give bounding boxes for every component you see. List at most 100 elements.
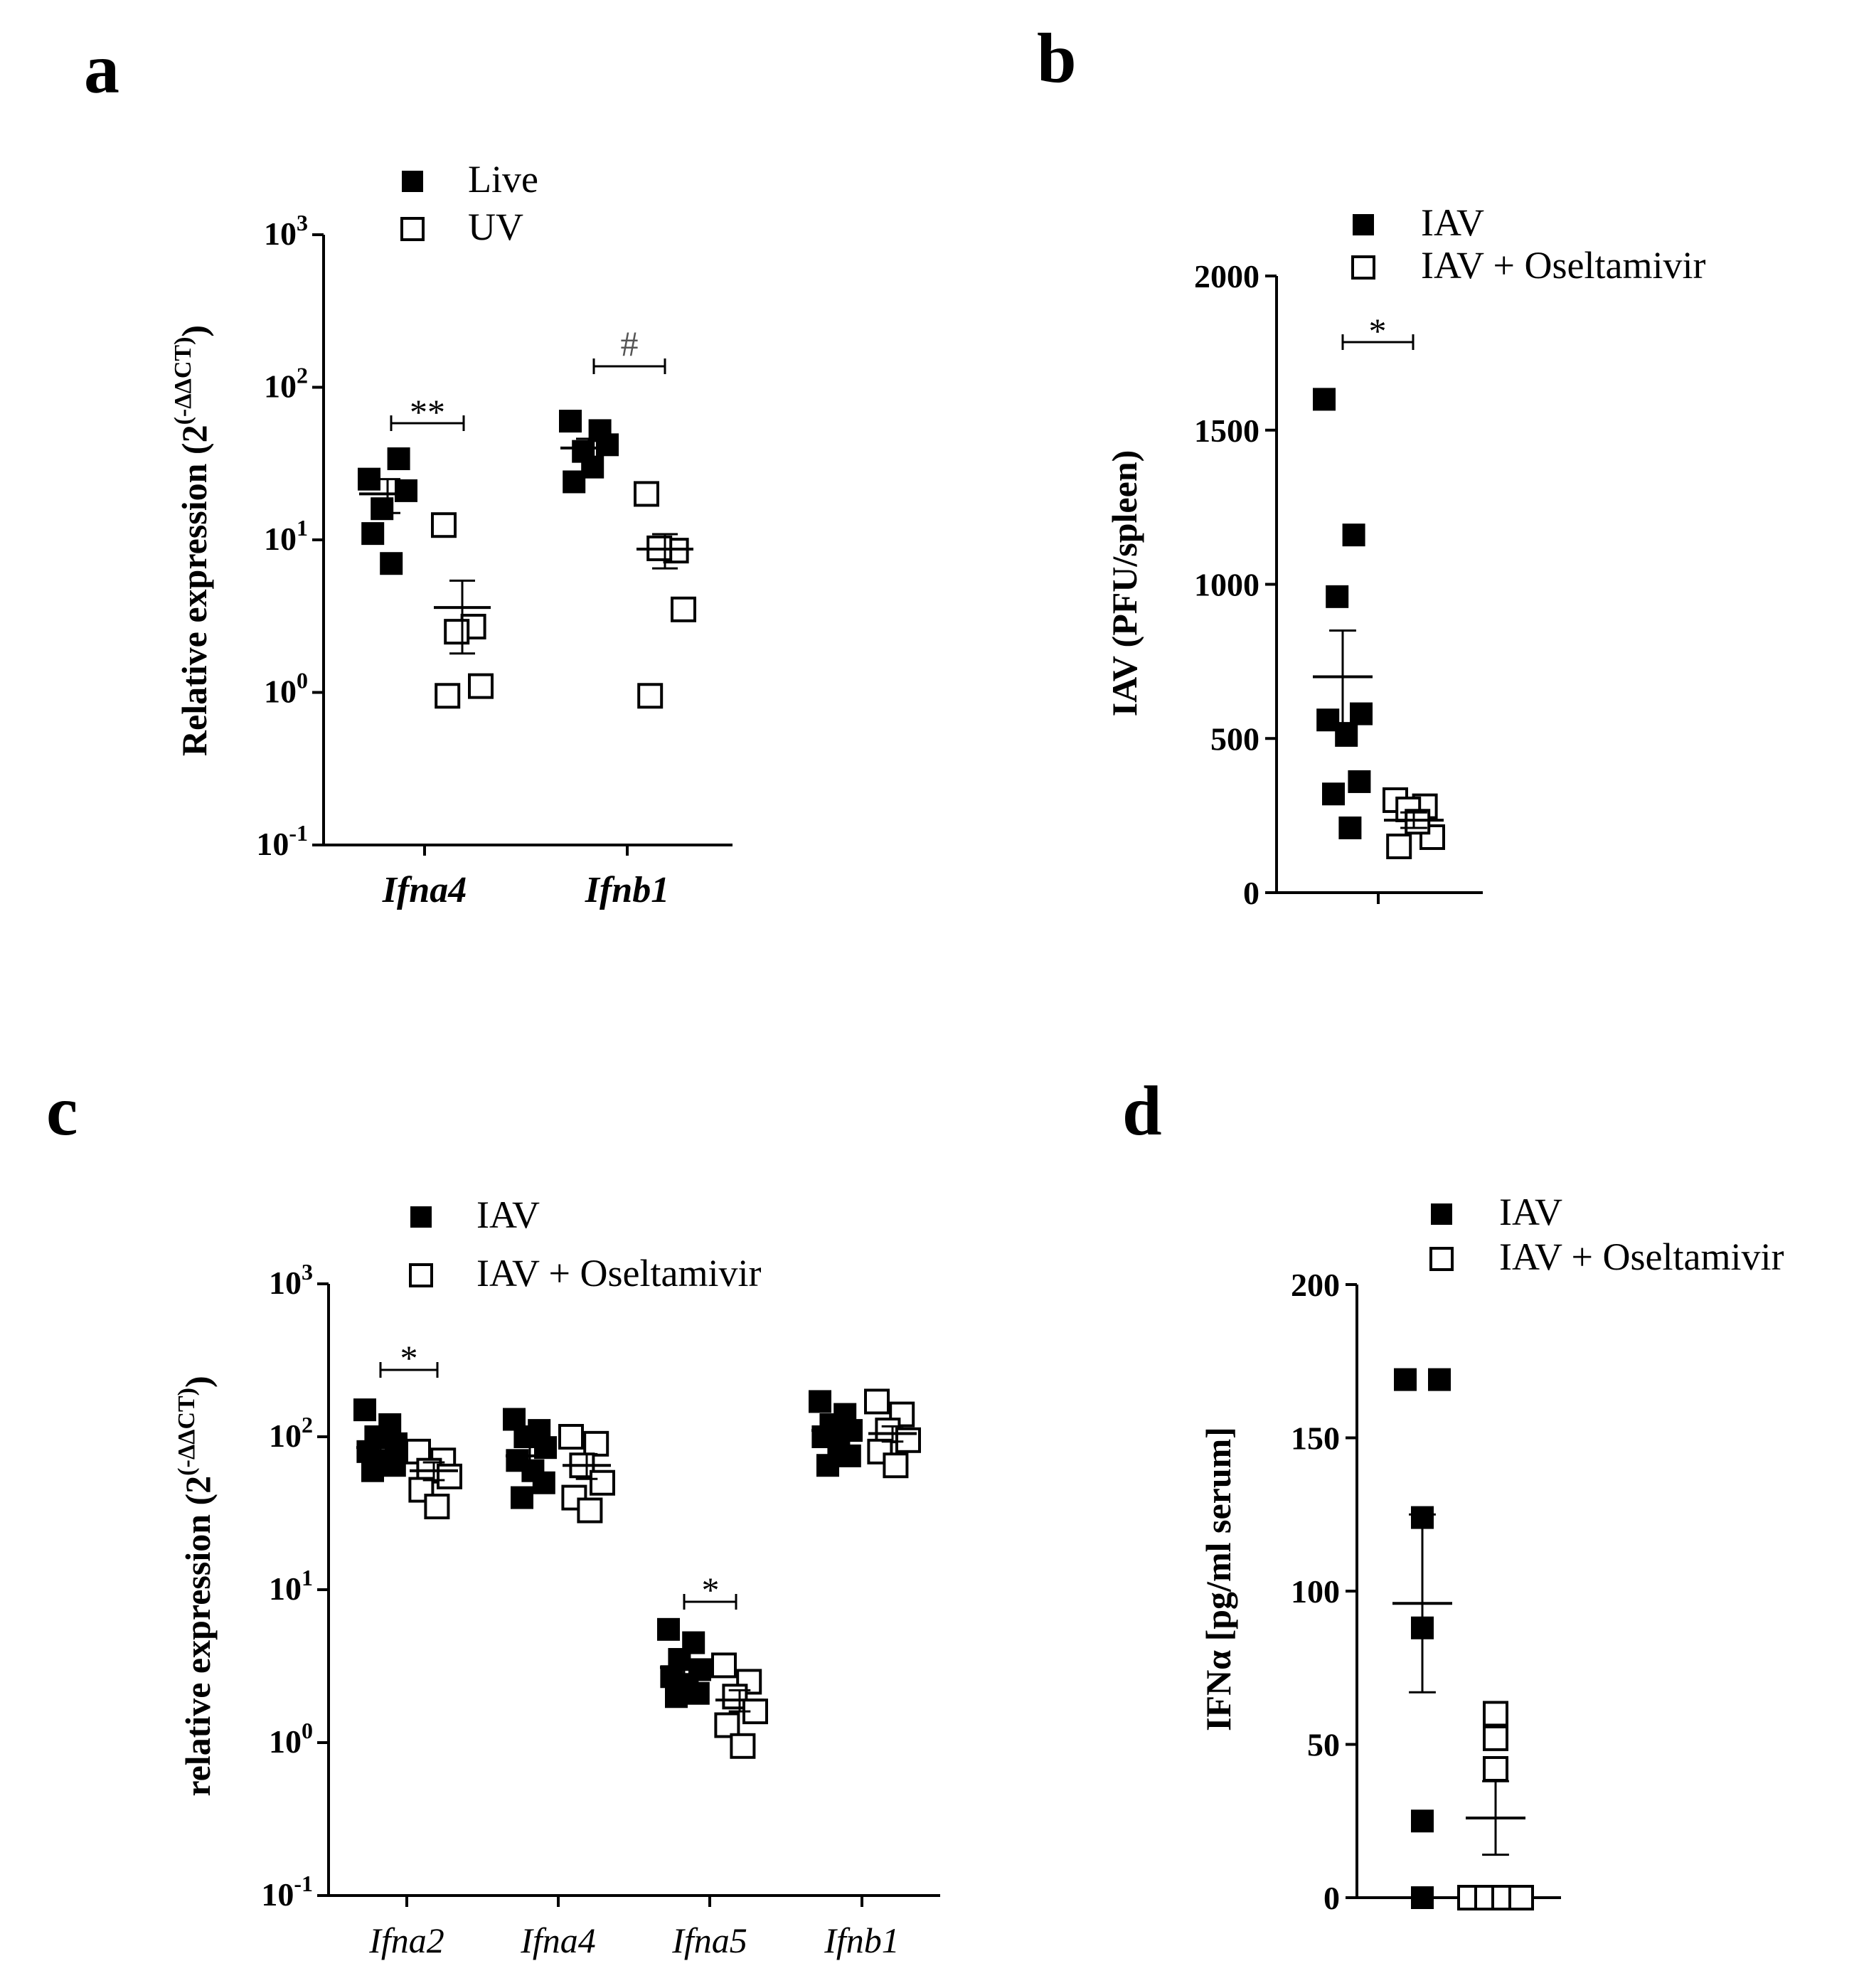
- point-a-uv-ifnb1-3: [671, 596, 696, 622]
- significance-b: *: [1341, 311, 1415, 351]
- mean-sem-c-1-1: [563, 1452, 611, 1480]
- mean-sem-b-0: [1313, 629, 1373, 725]
- legend-label-uv: UV: [468, 206, 523, 248]
- point-c-0-ifna4-7: [511, 1486, 533, 1509]
- y-tick-label-b-0: 2000: [1194, 258, 1259, 294]
- point-c-0-ifna5-0: [657, 1617, 680, 1641]
- point-a-uv-ifnb1-4: [637, 683, 664, 709]
- legend-swatch-iav-c: [410, 1206, 432, 1228]
- point-c-1-ifna5-4: [714, 1712, 740, 1738]
- y-ticks-b: 2000 1500 1000 500 0: [1194, 258, 1277, 911]
- point-a-live-ifnb1-0: [559, 410, 582, 433]
- point-d-0-5: [1411, 1886, 1434, 1909]
- point-a-uv-ifna4-0: [431, 512, 457, 538]
- point-d-1-0: [1483, 1701, 1508, 1727]
- legend-label-iav-c: IAV: [476, 1194, 540, 1236]
- sig-label-b: *: [1369, 311, 1387, 351]
- point-c-1-ifna2-5: [424, 1494, 450, 1520]
- x-tick-label-ifnb1-c: Ifnb1: [824, 1920, 900, 1960]
- legend-swatch-iav-d: [1431, 1203, 1452, 1225]
- y-ticks-a: 103 102 101 100 10-1: [256, 210, 324, 862]
- legend-swatch-iav-osel-d: [1429, 1247, 1454, 1271]
- mean-sem-c-1-2: [715, 1689, 764, 1713]
- point-b-0-5: [1335, 723, 1358, 747]
- point-a-live-ifna4-1: [387, 447, 410, 470]
- y-ticks-d: 200 150 100 50 0: [1291, 1267, 1357, 1916]
- legend-swatch-uv: [400, 217, 425, 241]
- panel-d: IAV IAV + Oseltamivir 200 150 100 50 0 IFNα …: [1198, 1191, 1784, 1916]
- point-b-0-2: [1326, 585, 1349, 608]
- y-tick-label-c-0: 103: [269, 1259, 313, 1301]
- y-axis-d: 200 150 100 50 0 IFNα [pg/ml serum]: [1198, 1267, 1358, 1916]
- legend-swatch-iav-osel-c: [409, 1263, 433, 1287]
- y-tick-label-d-1: 150: [1291, 1420, 1340, 1457]
- significance-a: ** #: [390, 324, 666, 432]
- point-c-0-ifna2-7: [361, 1459, 384, 1482]
- y-tick-label-a-0: 103: [264, 210, 308, 252]
- point-c-1-ifnb1-4: [867, 1438, 893, 1465]
- point-c-1-ifna5-0: [711, 1652, 737, 1679]
- y-axis-a: 103 102 101 100 10-1 Relative expression (2(…: [170, 210, 325, 862]
- point-c-1-ifna5-5: [730, 1733, 756, 1759]
- y-tick-label-b-3: 500: [1210, 721, 1259, 757]
- point-c-0-ifna4-2: [513, 1425, 537, 1448]
- x-tick-label-ifna4: Ifna4: [382, 870, 467, 910]
- legend-label-iav-osel-c: IAV + Oseltamivir: [476, 1252, 761, 1295]
- point-c-0-ifnb1-7: [816, 1454, 839, 1477]
- y-axis-c: 103 102 101 100 10-1 relative expression (2(…: [174, 1259, 330, 1913]
- point-b-0-8: [1338, 816, 1362, 839]
- y-tick-label-a-2: 101: [264, 515, 308, 557]
- point-c-1-ifnb1-5: [883, 1452, 909, 1479]
- point-c-1-ifna4-1: [583, 1430, 609, 1457]
- y-tick-label-a-1: 102: [264, 363, 308, 405]
- mean-sem-c-0-3: [811, 1422, 860, 1440]
- point-c-1-ifna2-3: [437, 1463, 462, 1489]
- panel-letter-b: b: [1037, 18, 1077, 97]
- y-axis-title-a: Relative expression (2(-ΔΔCT)): [170, 325, 214, 756]
- mean-sem-a-0-0: [359, 478, 416, 514]
- point-b-0-0: [1313, 388, 1336, 411]
- legend-label-live: Live: [468, 158, 538, 201]
- y-tick-label-c-3: 100: [269, 1718, 313, 1760]
- mean-sem-a-0-1: [560, 437, 617, 460]
- sig-label-ifnb1: #: [621, 324, 639, 363]
- point-c-0-ifna5-6: [686, 1681, 710, 1705]
- point-a-uv-ifnb1-0: [634, 481, 659, 507]
- y-ticks-c: 103 102 101 100 10-1: [261, 1259, 329, 1913]
- panel-b: IAV IAV + Oseltamivir 2000 1500 1000 500 0 I…: [1104, 201, 1705, 911]
- y-axis-title-d: IFNα [pg/ml serum]: [1198, 1427, 1238, 1731]
- y-tick-label-a-4: 10-1: [256, 820, 308, 862]
- point-a-live-ifna4-3: [395, 479, 417, 502]
- mean-sem-c-0-2: [660, 1658, 708, 1678]
- point-c-0-ifna2-0: [353, 1398, 376, 1422]
- significance-c: * *: [379, 1338, 737, 1610]
- point-c-0-ifna4-6: [532, 1471, 555, 1494]
- point-b-0-1: [1342, 523, 1365, 547]
- legend-label-iav-b: IAV: [1421, 201, 1484, 244]
- x-tick-label-ifna4-c: Ifna4: [520, 1920, 596, 1960]
- y-tick-label-d-4: 0: [1323, 1880, 1340, 1916]
- x-axis-a: Ifna4 Ifnb1: [324, 844, 733, 910]
- point-c-0-ifna5-7: [665, 1685, 688, 1708]
- point-c-0-ifnb1-0: [809, 1390, 831, 1413]
- point-a-live-ifna4-5: [380, 552, 403, 575]
- point-d-0-1: [1428, 1368, 1451, 1391]
- point-b-1-5: [1405, 809, 1431, 835]
- y-tick-label-d-2: 100: [1291, 1573, 1340, 1610]
- data-points-b: [1313, 388, 1445, 859]
- legend-label-iav-d: IAV: [1499, 1191, 1562, 1233]
- mean-sem-c-1-0: [410, 1461, 458, 1482]
- legend-d: IAV IAV + Oseltamivir: [1429, 1191, 1784, 1278]
- point-b-0-6: [1348, 770, 1371, 793]
- y-axis-b: 2000 1500 1000 500 0 IAV (PFU/spleen): [1104, 258, 1278, 911]
- panel-letter-d: d: [1122, 1071, 1162, 1150]
- data-points-d: [1392, 1368, 1534, 1910]
- point-b-0-3: [1350, 702, 1373, 725]
- y-tick-label-b-4: 0: [1243, 875, 1259, 911]
- mean-sem-c-1-3: [868, 1425, 917, 1443]
- y-tick-label-b-2: 1000: [1194, 567, 1259, 603]
- legend-swatch-iav-osel-b: [1351, 255, 1375, 280]
- data-points-c: [353, 1388, 921, 1759]
- point-d-1-1: [1483, 1725, 1508, 1751]
